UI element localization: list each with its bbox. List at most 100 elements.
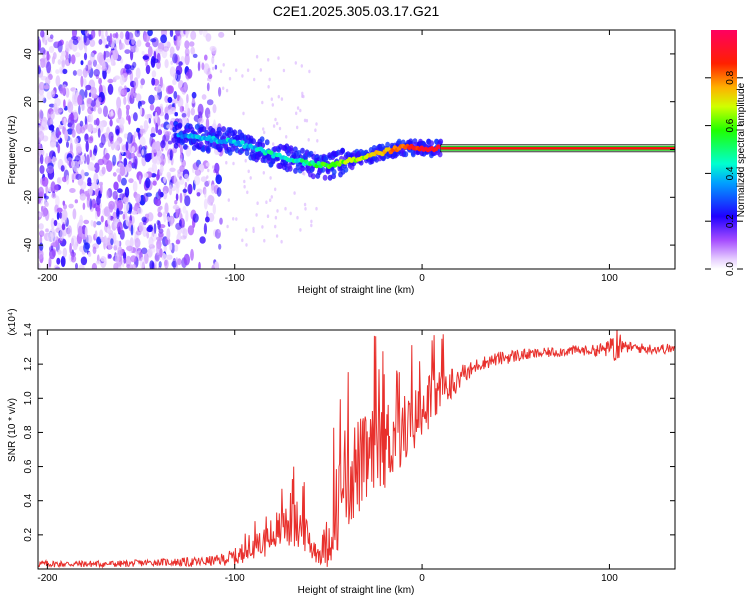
spectrogram-cell bbox=[105, 30, 108, 37]
snr-y-tick-label: 0.8 bbox=[23, 425, 34, 439]
spectrogram-cell bbox=[50, 131, 57, 142]
spectrogram-cell bbox=[125, 255, 132, 267]
spectrogram-cell bbox=[163, 210, 167, 223]
spectrogram-cell bbox=[285, 135, 288, 139]
spectrogram-cell bbox=[172, 257, 177, 269]
spectrogram-cell bbox=[110, 238, 114, 246]
colorbar-tick-label: 0.4 bbox=[725, 166, 736, 180]
spectrogram-cell bbox=[263, 238, 266, 243]
spectrogram-cell bbox=[262, 171, 265, 175]
spectrogram-cell bbox=[109, 32, 113, 45]
spectrogram-cell bbox=[64, 129, 69, 142]
spectrogram-cell bbox=[282, 68, 286, 73]
spectrogram-cell bbox=[118, 153, 122, 165]
spectrogram-y-tick-label: -20 bbox=[23, 190, 34, 205]
spectrogram-cell bbox=[207, 180, 211, 184]
spectrogram-cell bbox=[160, 34, 168, 44]
spectrogram-cell bbox=[83, 37, 90, 46]
spectrogram-cell bbox=[162, 83, 165, 91]
spectrogram-cell bbox=[296, 215, 299, 220]
spectrogram-cell bbox=[83, 219, 90, 225]
spectrogram-cell bbox=[156, 173, 160, 181]
spectrogram-cell bbox=[43, 195, 49, 200]
snr-x-tick-label: -100 bbox=[225, 573, 245, 584]
spectrogram-cell bbox=[134, 237, 141, 249]
spectrogram-cell bbox=[210, 202, 213, 206]
spectrogram-cell bbox=[63, 99, 66, 109]
spectrogram-cell bbox=[100, 215, 104, 223]
spectrogram-cell bbox=[107, 83, 114, 95]
spectrogram-cell bbox=[85, 84, 92, 91]
spectrogram-cell bbox=[120, 177, 127, 186]
spectrogram-cell bbox=[142, 226, 148, 237]
spectrogram-cell bbox=[303, 172, 306, 176]
snr-y-tick-label: 1.4 bbox=[23, 323, 34, 337]
spectrogram-cell bbox=[123, 96, 127, 105]
spectrogram-cell bbox=[164, 259, 168, 266]
spectrogram-cell bbox=[181, 227, 186, 235]
spectrogram-cell bbox=[123, 251, 127, 260]
snr-y-axis-label: SNR (10 * v/v) bbox=[7, 398, 18, 462]
spectrogram-cell bbox=[167, 85, 174, 94]
spectrogram-cell bbox=[296, 106, 300, 110]
spectrogram-cell bbox=[142, 55, 149, 60]
spectrogram-cell bbox=[91, 262, 97, 269]
spectrogram-cell bbox=[53, 157, 57, 162]
spectrogram-cell bbox=[48, 46, 55, 53]
spectrogram-cell bbox=[255, 213, 258, 217]
spectrogram-cell bbox=[38, 81, 45, 91]
spectrogram-cell bbox=[50, 245, 54, 251]
spectrogram-cell bbox=[77, 178, 84, 186]
spectrogram-cell bbox=[190, 248, 194, 261]
spectrogram-cell bbox=[170, 60, 173, 65]
spectrogram-cell bbox=[38, 66, 41, 75]
spectrogram-cell bbox=[294, 61, 297, 65]
spectrogram-cell bbox=[56, 257, 61, 265]
spectrogram-cell bbox=[180, 235, 187, 240]
spectrogram-cell bbox=[135, 93, 142, 102]
spectrogram-cell bbox=[301, 91, 304, 96]
spectrogram-cell bbox=[38, 212, 42, 218]
spectrogram-cell bbox=[101, 66, 107, 71]
spectrogram-cell bbox=[71, 129, 76, 138]
spectrogram-cell bbox=[175, 211, 179, 219]
spectrogram-cell bbox=[105, 44, 109, 49]
spectrogram-cell bbox=[106, 35, 111, 42]
spectrogram-cell bbox=[46, 53, 51, 61]
spectrogram-cell bbox=[71, 160, 75, 168]
spectrogram-cell bbox=[221, 126, 227, 133]
spectrogram-cell bbox=[155, 156, 162, 165]
spectrogram-cell bbox=[88, 92, 92, 97]
spectrogram-cell bbox=[240, 140, 245, 145]
spectrogram-cell bbox=[193, 175, 201, 186]
spectrogram-cell bbox=[56, 207, 63, 213]
spectrogram-cell bbox=[213, 119, 216, 131]
spectrogram-cell bbox=[113, 240, 120, 248]
snr-y-tick-label: 1.2 bbox=[23, 357, 34, 371]
snr-ticks: -200 -100 0 100 0.2 0.4 0.6 0.8 1.0 1.2 1.4 bbox=[23, 323, 675, 584]
spectrogram-cell bbox=[75, 262, 78, 269]
spectrogram-cell bbox=[112, 49, 119, 61]
spectrogram-cell bbox=[151, 77, 156, 86]
spectrogram-cell bbox=[159, 164, 164, 174]
spectrogram-cell bbox=[255, 54, 259, 59]
spectrogram-cell bbox=[218, 31, 225, 38]
spectrogram-cell bbox=[95, 117, 100, 126]
spectrogram-cell bbox=[287, 165, 293, 172]
spectrogram-cell bbox=[264, 139, 270, 146]
snr-y-tick-label: 0.2 bbox=[23, 527, 34, 541]
spectrogram-cell bbox=[227, 198, 230, 202]
spectrogram-cell bbox=[73, 244, 78, 251]
spectrogram-cell bbox=[49, 248, 56, 260]
spectrogram-cell bbox=[45, 152, 49, 165]
spectrogram-cell bbox=[50, 111, 55, 120]
spectrogram-cell bbox=[124, 49, 131, 54]
snr-x-axis-label: Height of straight line (km) bbox=[298, 585, 415, 596]
spectrogram-cell bbox=[206, 99, 214, 106]
spectrogram-cell bbox=[89, 135, 94, 141]
spectrogram-cell bbox=[95, 260, 101, 265]
spectrogram-cell bbox=[154, 259, 157, 269]
spectrogram-cell bbox=[300, 64, 303, 68]
spectrogram-cell bbox=[135, 67, 141, 79]
spectrogram-cell bbox=[83, 78, 87, 87]
